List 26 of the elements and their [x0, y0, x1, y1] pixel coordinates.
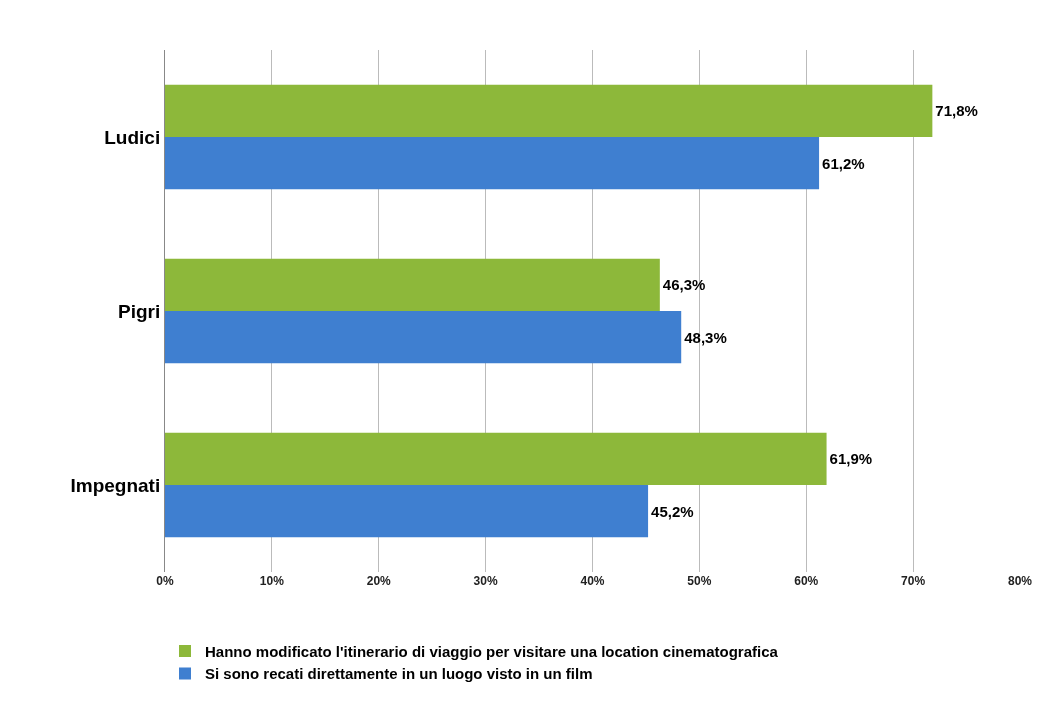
x-tick-label: 70%: [901, 574, 926, 588]
x-tick-label: 60%: [794, 574, 819, 588]
bar: [165, 432, 827, 485]
y-tick-label: Ludici: [104, 126, 161, 148]
x-tick-label: 80%: [1007, 574, 1033, 588]
x-tick-label: 40%: [580, 574, 605, 588]
data-label: 48,3%: [684, 328, 727, 346]
legend-label: Hanno modificato l'itinerario di viaggio per visitare una location cinematografica: [205, 642, 779, 660]
bar: [165, 137, 820, 190]
bar: [165, 84, 933, 137]
y-tick-label: Pigri: [117, 300, 161, 322]
y-tick-label: Impegnati: [70, 474, 161, 496]
legend-label: Si sono recati direttamente in un luogo visto in un film: [205, 665, 593, 683]
data-label: 61,2%: [822, 154, 865, 172]
data-label: 45,2%: [651, 502, 694, 520]
x-tick-label: 10%: [259, 574, 285, 588]
data-label: 46,3%: [662, 276, 706, 294]
bar: [165, 258, 660, 311]
x-tick-label: 20%: [366, 574, 392, 588]
x-tick-label: 30%: [473, 574, 498, 588]
data-label: 61,9%: [829, 450, 873, 468]
x-tick-label: 0%: [156, 574, 174, 588]
data-label: 71,8%: [935, 102, 978, 120]
x-tick-label: 50%: [687, 574, 712, 588]
bar: [165, 485, 649, 538]
bar: [165, 311, 682, 364]
